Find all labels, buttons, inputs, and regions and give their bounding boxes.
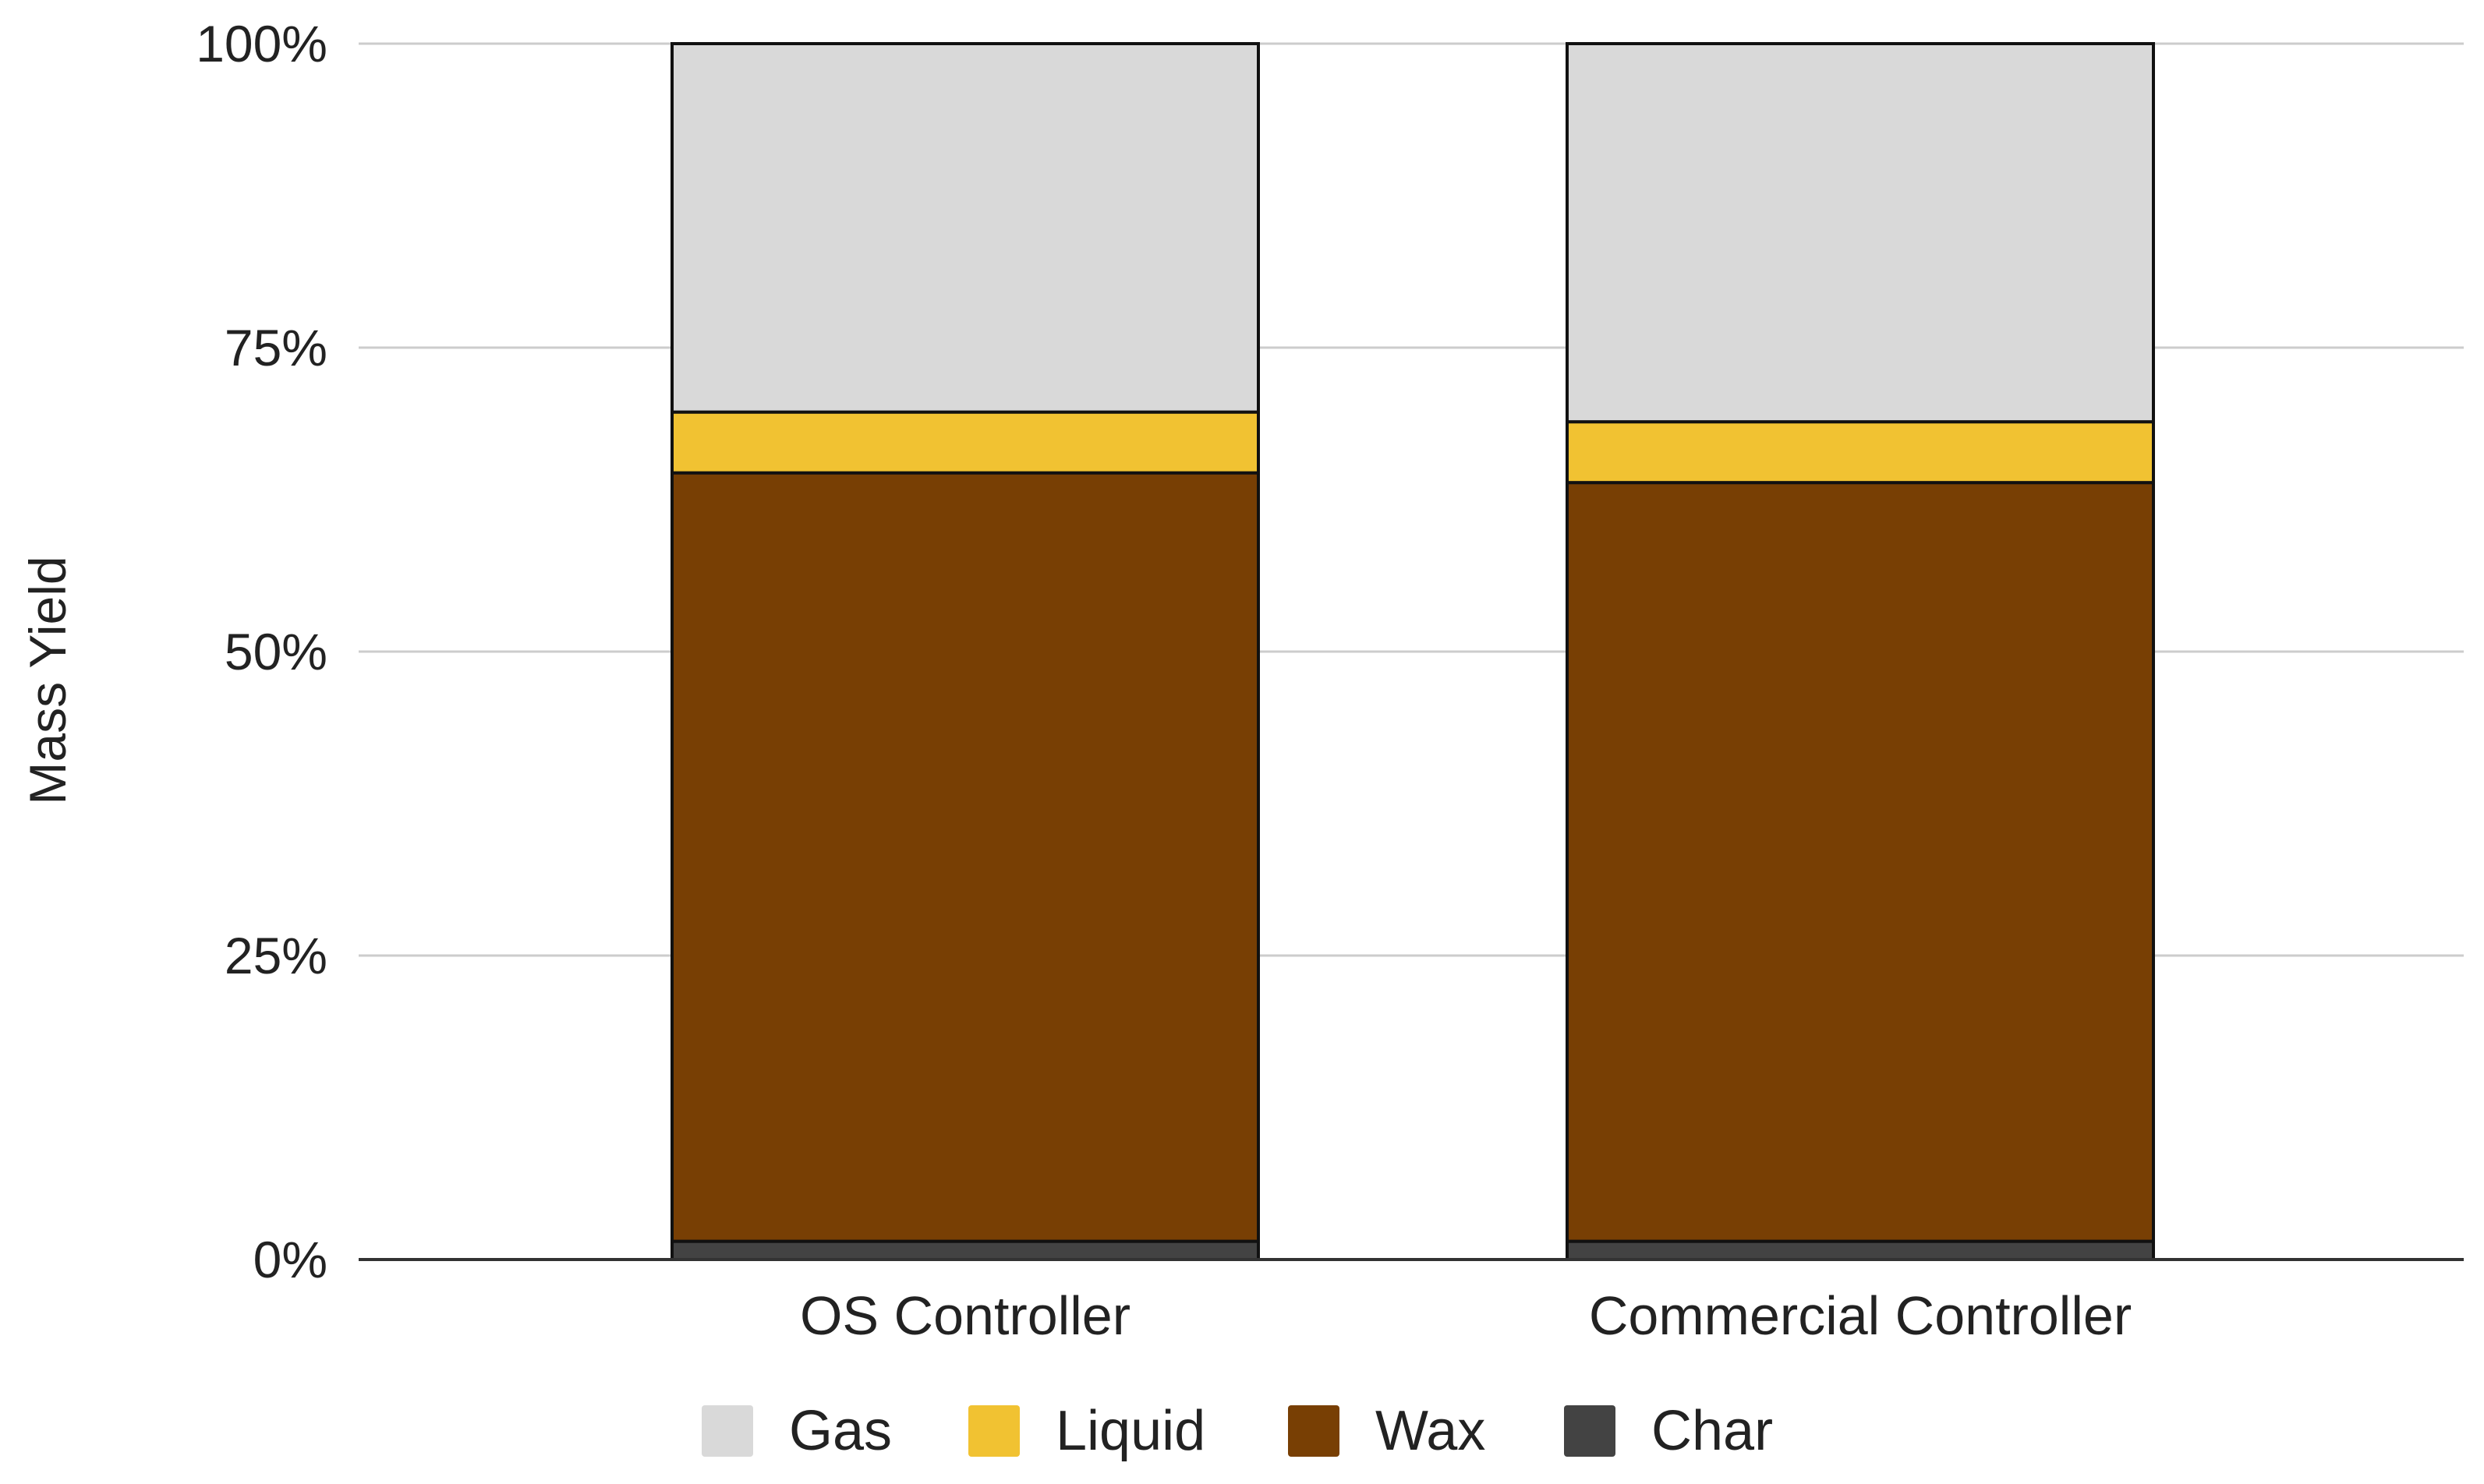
bar-gas-0: OS Controller Gas: 30.3% [671,42,1260,414]
legend-label-char: Char [1651,1400,1773,1462]
bar-wax-1: Commercial Controller Wax: 62.4% [1566,481,2155,1243]
y-tick-label-100: 100% [196,15,327,72]
y-axis-title: Mass Yield [19,556,76,804]
y-tick-label-75: 75% [225,319,327,376]
legend-swatch-wax [1288,1405,1339,1457]
legend-label-wax: Wax [1375,1400,1485,1462]
y-tick-label-50: 50% [225,623,327,680]
bar-liquid-1: Commercial Controller Liquid: 5% [1566,420,2155,485]
bar-wax-0: OS Controller Wax: 63.2% [671,471,1260,1243]
y-tick-label-0: 0% [253,1231,327,1288]
bar-liquid-0: OS Controller Liquid: 5% [671,410,1260,475]
bar-gas-1: Commercial Controller Gas: 31.1% [1566,42,2155,424]
bar-char-1: Commercial Controller Char: 1.5% [1566,1239,2155,1261]
y-tick-label-25: 25% [225,927,327,984]
x-tick-label-0: OS Controller [800,1285,1131,1346]
bar-char-0: OS Controller Char: 1.5% [671,1239,1260,1261]
legend-label-gas: Gas [789,1400,892,1462]
legend-swatch-liquid [968,1405,1020,1457]
legend: Gas Liquid Wax Char [702,1400,1773,1462]
legend-swatch-char [1564,1405,1615,1457]
legend-swatch-gas [702,1405,753,1457]
legend-label-liquid: Liquid [1056,1400,1205,1462]
x-tick-label-1: Commercial Controller [1589,1285,2132,1346]
x-tick-labels: OS Controller Commercial Controller [800,1285,2132,1346]
y-tick-labels: 0% 25% 50% 75% 100% [196,15,327,1288]
